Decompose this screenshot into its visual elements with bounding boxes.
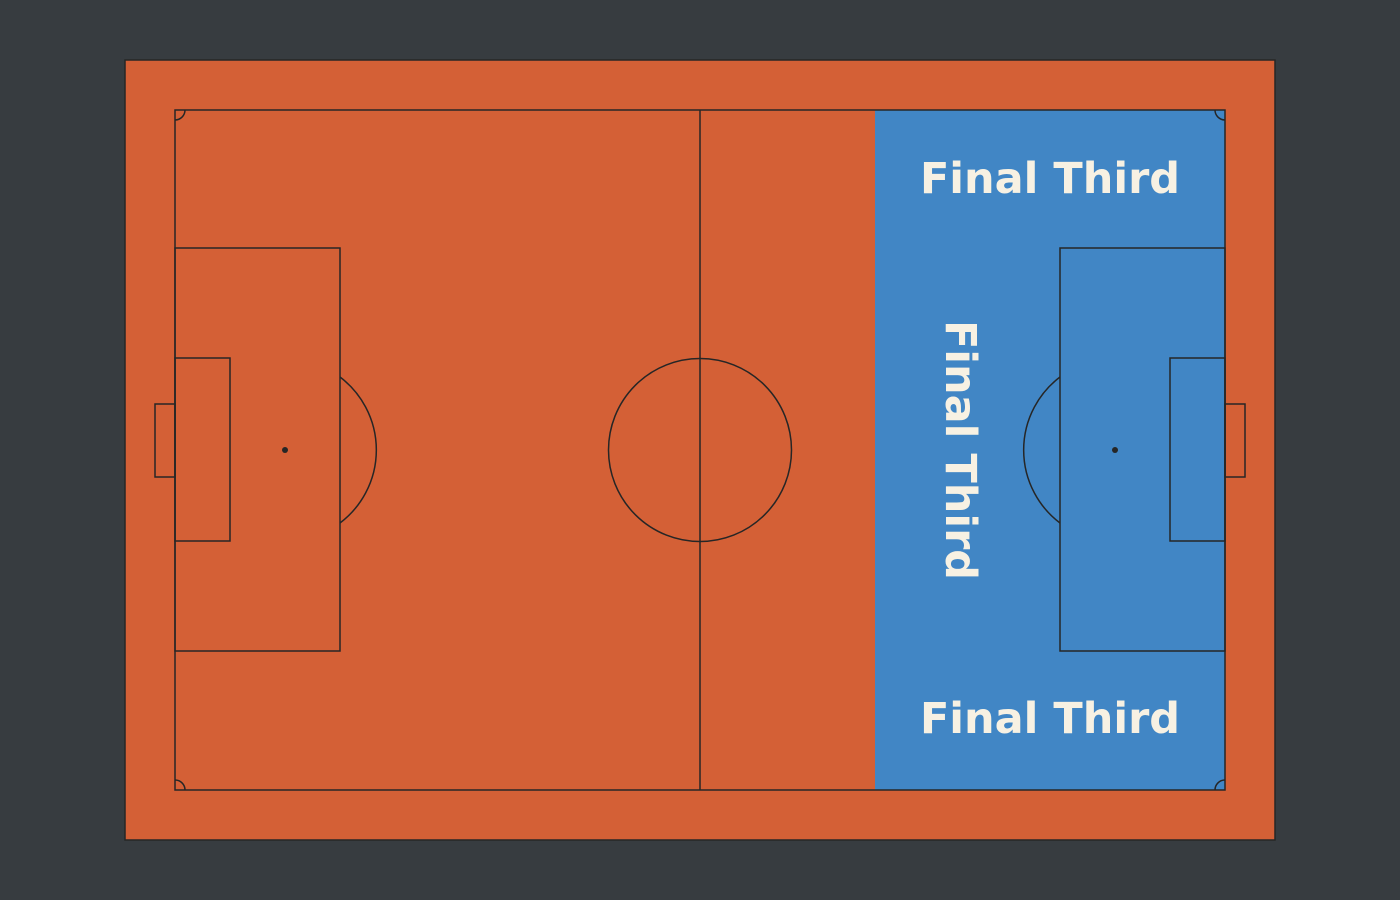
center-circle xyxy=(607,357,793,543)
pitch-markings xyxy=(154,109,1246,791)
final-third-label-vertical: Final Third xyxy=(935,320,985,580)
corner-arc-top-right xyxy=(1214,109,1226,121)
final-third-zone xyxy=(875,110,1225,790)
right-goal xyxy=(1224,403,1246,478)
left-penalty-spot xyxy=(282,447,288,453)
corner-arc-bottom-right xyxy=(1214,779,1226,791)
final-third-label-top: Final Third xyxy=(920,154,1180,204)
right-penalty-arc xyxy=(1022,376,1061,524)
left-penalty-arc xyxy=(339,376,378,524)
corner-arc-bottom-left xyxy=(174,779,186,791)
corner-arc-top-left xyxy=(174,109,186,121)
right-penalty-spot xyxy=(1112,447,1118,453)
left-goal xyxy=(154,403,176,478)
final-third-label-bottom: Final Third xyxy=(920,694,1180,744)
